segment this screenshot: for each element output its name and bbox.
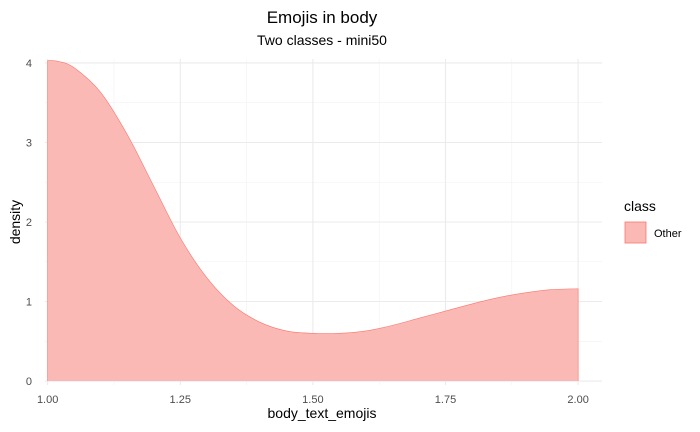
x-tick-label: 1.25 xyxy=(170,394,191,406)
legend-title: class xyxy=(624,198,656,214)
series-layer xyxy=(47,60,579,382)
x-tick-label: 1.50 xyxy=(302,394,323,406)
x-tick-label: 2.00 xyxy=(567,394,588,406)
legend-label-other: Other xyxy=(654,228,682,240)
x-tick-label: 1.75 xyxy=(435,394,456,406)
chart-subtitle: Two classes - mini50 xyxy=(257,32,387,48)
y-tick-label: 2 xyxy=(26,217,32,229)
y-tick-label: 3 xyxy=(26,137,32,149)
density-area-other xyxy=(47,60,579,382)
y-tick-label: 0 xyxy=(26,376,32,388)
y-tick-label: 4 xyxy=(26,58,32,70)
chart-title: Emojis in body xyxy=(267,8,378,27)
legend: class Other xyxy=(624,198,682,244)
x-axis-ticks: 1.00 1.25 1.50 1.75 2.00 xyxy=(37,394,589,406)
y-axis-ticks: 0 1 2 3 4 xyxy=(26,58,32,388)
y-tick-label: 1 xyxy=(26,297,32,309)
x-tick-label: 1.00 xyxy=(37,394,58,406)
x-axis-title: body_text_emojis xyxy=(268,405,377,421)
legend-key-other xyxy=(624,221,647,244)
density-outline-other xyxy=(47,60,579,382)
y-axis-title: density xyxy=(7,200,23,244)
